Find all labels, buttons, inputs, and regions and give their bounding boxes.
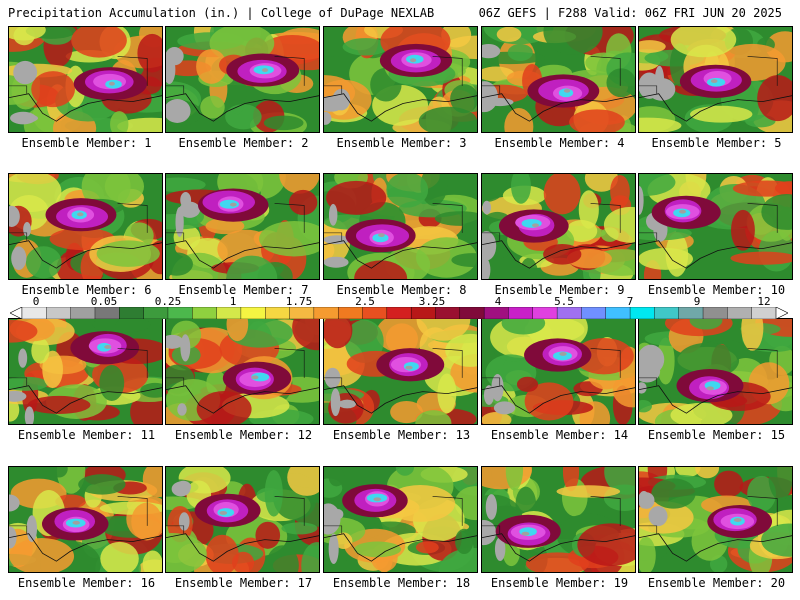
colorbar-segment xyxy=(581,307,607,319)
ensemble-member-map xyxy=(323,173,478,280)
ensemble-member-map xyxy=(481,466,636,573)
ensemble-member-label: Ensemble Member: 17 xyxy=(174,576,313,590)
colorbar-segment xyxy=(240,307,266,319)
ensemble-member-label: Ensemble Member: 6 xyxy=(21,283,152,297)
colorbar-segment xyxy=(167,307,193,319)
page-title: Precipitation Accumulation (in.) | Colle… xyxy=(8,6,435,20)
ensemble-member-map xyxy=(8,173,163,280)
colorbar-segment xyxy=(119,307,145,319)
ensemble-member-label: Ensemble Member: 8 xyxy=(336,283,467,297)
colorbar-tick-label: 1 xyxy=(229,295,237,308)
colorbar-segment xyxy=(21,307,47,319)
ensemble-member-label: Ensemble Member: 15 xyxy=(647,428,786,442)
ensemble-member-map xyxy=(323,466,478,573)
ensemble-member-map xyxy=(638,26,793,133)
colorbar-tick-label: 4 xyxy=(494,295,502,308)
ensemble-member-map xyxy=(638,466,793,573)
colorbar-segment xyxy=(459,307,485,319)
ensemble-member-label: Ensemble Member: 13 xyxy=(332,428,471,442)
colorbar-segment xyxy=(605,307,631,319)
ensemble-member-map xyxy=(165,466,320,573)
ensemble-member-map xyxy=(165,173,320,280)
ensemble-member-map xyxy=(323,26,478,133)
ensemble-member-label: Ensemble Member: 11 xyxy=(17,428,156,442)
colorbar-segment xyxy=(94,307,120,319)
colorbar-segment xyxy=(386,307,412,319)
colorbar-tick-label: 3.25 xyxy=(418,295,446,308)
ensemble-member-label: Ensemble Member: 7 xyxy=(178,283,309,297)
ensemble-member-map xyxy=(481,318,636,425)
colorbar-segment xyxy=(70,307,96,319)
colorbar-segment xyxy=(654,307,680,319)
colorbar-tick-label: 0 xyxy=(32,295,40,308)
ensemble-member-map xyxy=(165,26,320,133)
ensemble-member-label: Ensemble Member: 2 xyxy=(178,136,309,150)
ensemble-member-label: Ensemble Member: 3 xyxy=(336,136,467,150)
colorbar-tick-label: 7 xyxy=(626,295,634,308)
ensemble-member-map xyxy=(8,26,163,133)
colorbar-segment xyxy=(727,307,753,319)
colorbar-segment xyxy=(702,307,728,319)
ensemble-member-map xyxy=(8,466,163,573)
colorbar-segment xyxy=(410,307,436,319)
ensemble-member-label: Ensemble Member: 19 xyxy=(490,576,629,590)
colorbar-tick-label: 12 xyxy=(757,295,771,308)
colorbar-segment xyxy=(289,307,315,319)
colorbar-segment xyxy=(313,307,339,319)
colorbar-tick-label: 0.05 xyxy=(90,295,118,308)
colorbar-tick-label: 0.25 xyxy=(154,295,182,308)
colorbar-segment xyxy=(751,307,777,319)
ensemble-member-map xyxy=(323,318,478,425)
ensemble-member-label: Ensemble Member: 20 xyxy=(647,576,786,590)
ensemble-member-map xyxy=(165,318,320,425)
ensemble-member-label: Ensemble Member: 18 xyxy=(332,576,471,590)
colorbar-segment xyxy=(532,307,558,319)
colorbar-segment xyxy=(143,307,169,319)
run-info: 06Z GEFS | F288 Valid: 06Z FRI JUN 20 20… xyxy=(478,6,782,20)
ensemble-member-label: Ensemble Member: 14 xyxy=(490,428,629,442)
ensemble-member-label: Ensemble Member: 12 xyxy=(174,428,313,442)
colorbar-segment xyxy=(362,307,388,319)
colorbar-segment xyxy=(629,307,655,319)
colorbar-segment xyxy=(435,307,461,319)
colorbar-segment xyxy=(265,307,291,319)
colorbar-segment xyxy=(678,307,704,319)
colorbar-segment xyxy=(337,307,364,319)
colorbar-tick-label: 2.5 xyxy=(355,295,375,308)
ensemble-member-label: Ensemble Member: 16 xyxy=(17,576,156,590)
ensemble-member-label: Ensemble Member: 9 xyxy=(494,283,625,297)
colorbar-segment xyxy=(46,307,72,319)
ensemble-member-label: Ensemble Member: 4 xyxy=(494,136,625,150)
ensemble-member-label: Ensemble Member: 1 xyxy=(21,136,152,150)
colorbar xyxy=(10,307,788,319)
ensemble-member-label: Ensemble Member: 5 xyxy=(651,136,782,150)
ensemble-member-map xyxy=(8,318,163,425)
colorbar-segment xyxy=(483,307,509,319)
ensemble-member-map xyxy=(638,173,793,280)
ensemble-member-map xyxy=(638,318,793,425)
colorbar-segment xyxy=(508,307,534,319)
colorbar-tick-label: 1.75 xyxy=(285,295,313,308)
colorbar-segment xyxy=(216,307,242,319)
ensemble-member-map xyxy=(481,26,636,133)
ensemble-member-map xyxy=(481,173,636,280)
colorbar-segment xyxy=(192,307,218,319)
colorbar-tick-label: 5.5 xyxy=(554,295,574,308)
colorbar-tick-label: 9 xyxy=(693,295,701,308)
ensemble-member-label: Ensemble Member: 10 xyxy=(647,283,786,297)
colorbar-segment xyxy=(556,307,582,319)
